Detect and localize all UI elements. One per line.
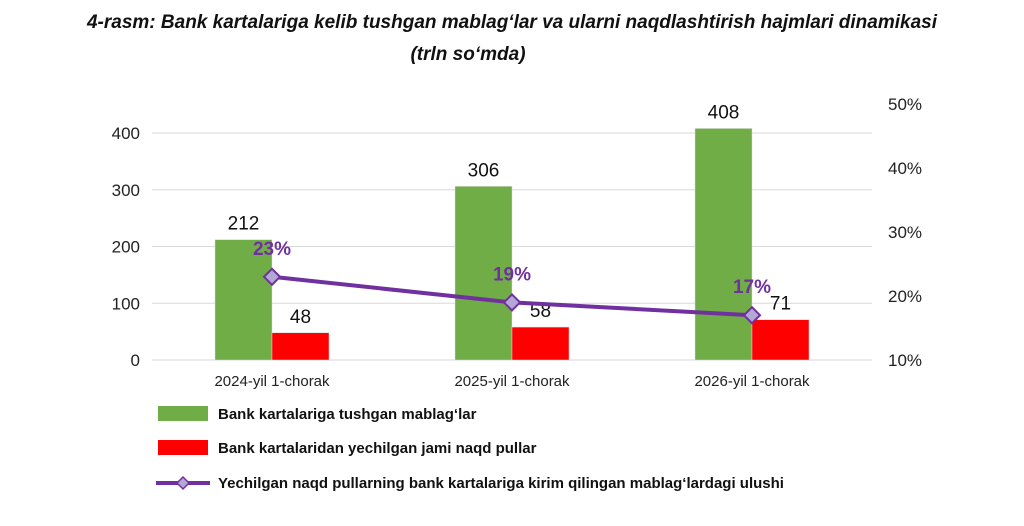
y-right-tick-label: 30% xyxy=(888,223,922,242)
bar-green xyxy=(694,128,753,361)
bar-green xyxy=(214,239,273,361)
bar-value-label: 408 xyxy=(708,102,740,123)
bar-value-label: 212 xyxy=(228,214,260,235)
x-category-label: 2026-yil 1-chorak xyxy=(694,373,810,390)
y-right-tick-label: 10% xyxy=(888,351,922,370)
bar-value-label: 71 xyxy=(770,294,791,315)
legend-swatch-green xyxy=(158,406,208,421)
share-value-label: 19% xyxy=(493,264,531,285)
chart-subtitle: (trln so‘mda) xyxy=(410,44,526,65)
y-right-tick-label: 50% xyxy=(888,95,922,114)
legend-label: Yechilgan naqd pullarning bank kartalari… xyxy=(218,475,784,492)
x-category-label: 2025-yil 1-chorak xyxy=(454,373,570,390)
bar-red xyxy=(751,319,810,361)
share-line-marker xyxy=(502,292,522,312)
y-left-tick-label: 400 xyxy=(112,124,140,143)
bar-value-label: 306 xyxy=(468,160,500,181)
y-left-tick-label: 100 xyxy=(112,294,140,313)
share-value-label: 17% xyxy=(733,277,771,298)
y-right-tick-label: 40% xyxy=(888,159,922,178)
legend-label: Bank kartalariga tushgan mablag‘lar xyxy=(218,406,477,423)
bar-green xyxy=(454,186,513,361)
x-category-label: 2024-yil 1-chorak xyxy=(214,373,330,390)
y-left-tick-label: 200 xyxy=(112,238,140,257)
bar-value-label: 48 xyxy=(290,307,311,328)
legend-line-marker xyxy=(175,475,191,491)
y-right-tick-label: 20% xyxy=(888,287,922,306)
chart-title: 4-rasm: Bank kartalariga kelib tushgan m… xyxy=(86,12,938,33)
legend-label: Bank kartalaridan yechilgan jami naqd pu… xyxy=(218,440,537,457)
y-left-tick-label: 0 xyxy=(131,351,140,370)
share-line-marker xyxy=(742,305,762,325)
y-left-tick-label: 300 xyxy=(112,181,140,200)
bar-red xyxy=(271,332,330,361)
bar-value-label: 58 xyxy=(530,301,551,322)
share-value-label: 23% xyxy=(253,239,291,260)
share-line-marker xyxy=(262,267,282,287)
bar-red xyxy=(511,326,570,361)
legend-swatch-red xyxy=(158,440,208,455)
